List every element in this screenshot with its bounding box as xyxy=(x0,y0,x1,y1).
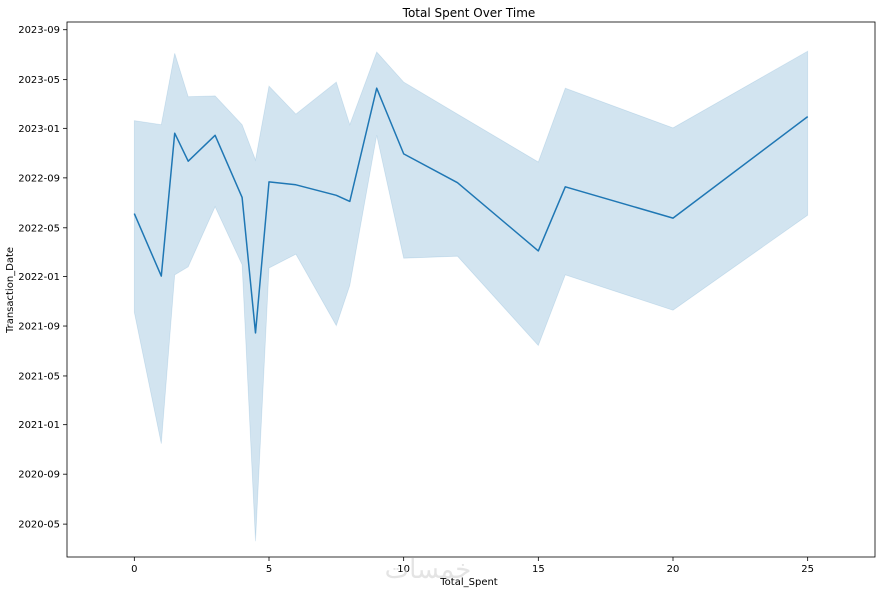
data-point xyxy=(456,181,459,184)
x-tick-label: 10 xyxy=(397,564,410,575)
data-point xyxy=(267,180,270,183)
data-point xyxy=(173,132,176,135)
y-tick-label: 2022-01 xyxy=(18,272,60,283)
plot-frame xyxy=(66,21,876,558)
y-tick-label: 2020-09 xyxy=(18,470,60,481)
y-tick-label: 2021-01 xyxy=(18,420,60,431)
y-tick-label: 2020-05 xyxy=(18,520,60,531)
x-axis: 0 5 10 15 20 25 xyxy=(131,557,814,575)
data-point xyxy=(537,249,540,252)
x-axis-title: Total_Spent xyxy=(439,577,498,588)
y-tick-label: 2022-05 xyxy=(18,223,60,234)
data-point xyxy=(214,134,217,137)
data-point xyxy=(160,275,163,278)
data-point xyxy=(402,152,405,155)
y-tick-label: 2021-09 xyxy=(18,322,60,333)
y-tick-label: 2023-09 xyxy=(18,25,60,36)
plot-area xyxy=(66,21,876,558)
x-tick-label: 0 xyxy=(131,564,137,575)
y-tick-label: 2022-09 xyxy=(18,173,60,184)
y-tick-label: 2021-05 xyxy=(18,371,60,382)
x-tick-label: 5 xyxy=(266,564,272,575)
y-tick-label: 2023-05 xyxy=(18,75,60,86)
data-point xyxy=(564,185,567,188)
watermark-logo: خمسات xyxy=(385,555,472,585)
y-tick-label: 2023-01 xyxy=(18,124,60,135)
plot-background xyxy=(67,22,875,557)
y-axis-title: Transaction_Date xyxy=(5,247,16,334)
data-point xyxy=(335,194,338,197)
data-point xyxy=(671,217,674,220)
data-point xyxy=(133,212,136,215)
data-point xyxy=(241,196,244,199)
data-point xyxy=(375,87,378,90)
data-point xyxy=(348,200,351,203)
data-point xyxy=(254,331,257,334)
data-point xyxy=(294,183,297,186)
x-tick-label: 25 xyxy=(801,564,814,575)
chart-title: Total Spent Over Time xyxy=(402,6,536,20)
data-point xyxy=(187,160,190,163)
confidence-band xyxy=(133,50,809,542)
x-tick-label: 20 xyxy=(667,564,680,575)
data-point xyxy=(806,115,809,118)
y-axis: 2020-05 2020-09 2021-01 2021-05 2021-09 2022-… xyxy=(18,25,67,531)
series-line xyxy=(133,87,809,334)
x-tick-label: 15 xyxy=(532,564,545,575)
